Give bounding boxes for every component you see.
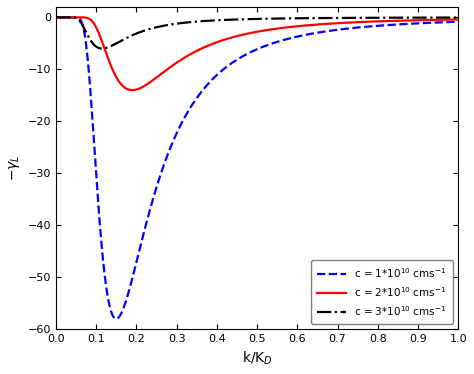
c = 3*10$^{10}$ cms$^{-1}$ xyxy=(123,36,129,40)
c = 1*10$^{10}$ cms$^{-1}$ xyxy=(456,19,461,24)
c = 3*10$^{10}$ cms$^{-1}$ xyxy=(456,15,461,20)
c = 1*10$^{10}$ cms$^{-1}$ xyxy=(447,20,453,24)
c = 2*10$^{10}$ cms$^{-1}$ xyxy=(447,17,453,22)
c = 3*10$^{10}$ cms$^{-1}$ xyxy=(99,46,105,51)
c = 3*10$^{10}$ cms$^{-1}$ xyxy=(225,18,231,22)
c = 3*10$^{10}$ cms$^{-1}$ xyxy=(208,18,213,23)
c = 1*10$^{10}$ cms$^{-1}$ xyxy=(123,298,129,303)
c = 3*10$^{10}$ cms$^{-1}$ xyxy=(447,15,453,20)
c = 1*10$^{10}$ cms$^{-1}$ xyxy=(208,79,213,83)
Y-axis label: $-\gamma_L$: $-\gamma_L$ xyxy=(7,155,22,181)
Legend: c = 1*10$^{10}$ cms$^{-1}$, c = 2*10$^{10}$ cms$^{-1}$, c = 3*10$^{10}$ cms$^{-1: c = 1*10$^{10}$ cms$^{-1}$, c = 2*10$^{1… xyxy=(311,260,453,324)
c = 2*10$^{10}$ cms$^{-1}$ xyxy=(99,40,105,44)
c = 1*10$^{10}$ cms$^{-1}$ xyxy=(113,317,119,321)
Line: c = 2*10$^{10}$ cms$^{-1}$: c = 2*10$^{10}$ cms$^{-1}$ xyxy=(56,17,458,90)
c = 3*10$^{10}$ cms$^{-1}$ xyxy=(54,15,59,19)
c = 2*10$^{10}$ cms$^{-1}$ xyxy=(225,36,231,41)
Line: c = 3*10$^{10}$ cms$^{-1}$: c = 3*10$^{10}$ cms$^{-1}$ xyxy=(56,17,458,49)
c = 2*10$^{10}$ cms$^{-1}$ xyxy=(129,88,135,92)
c = 1*10$^{10}$ cms$^{-1}$ xyxy=(99,248,105,253)
c = 2*10$^{10}$ cms$^{-1}$ xyxy=(404,18,410,23)
c = 3*10$^{10}$ cms$^{-1}$ xyxy=(100,46,105,51)
c = 1*10$^{10}$ cms$^{-1}$ xyxy=(404,22,410,26)
c = 2*10$^{10}$ cms$^{-1}$ xyxy=(208,42,213,47)
c = 2*10$^{10}$ cms$^{-1}$ xyxy=(456,17,461,22)
X-axis label: k/K$_D$: k/K$_D$ xyxy=(242,350,273,367)
c = 2*10$^{10}$ cms$^{-1}$ xyxy=(54,15,59,19)
c = 1*10$^{10}$ cms$^{-1}$ xyxy=(54,15,59,19)
Line: c = 1*10$^{10}$ cms$^{-1}$: c = 1*10$^{10}$ cms$^{-1}$ xyxy=(56,17,458,319)
c = 2*10$^{10}$ cms$^{-1}$ xyxy=(123,86,129,91)
c = 1*10$^{10}$ cms$^{-1}$ xyxy=(225,64,231,68)
c = 3*10$^{10}$ cms$^{-1}$ xyxy=(404,15,410,20)
